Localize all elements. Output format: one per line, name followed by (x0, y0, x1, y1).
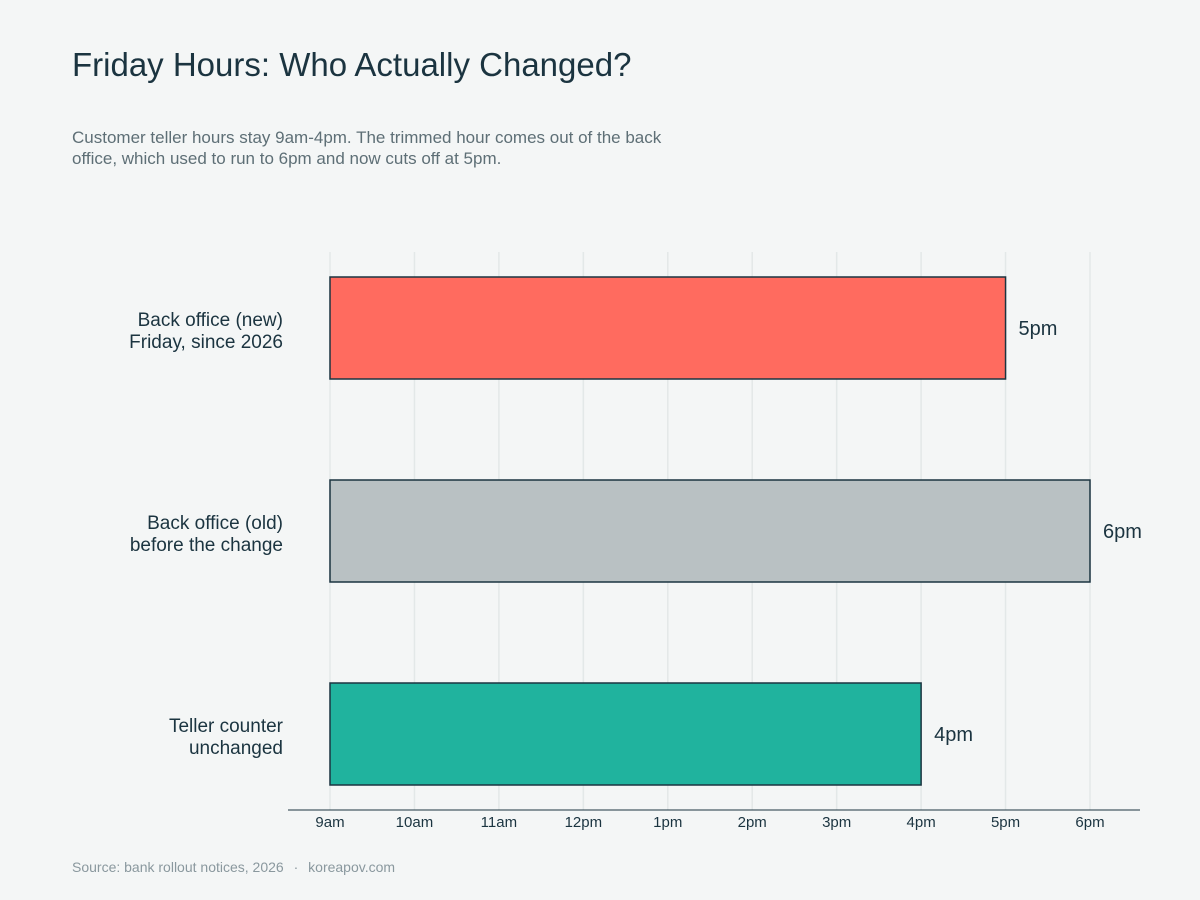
x-tick-label: 9am (315, 814, 344, 831)
bars: 5pm 6pm 4pm (329, 276, 1142, 786)
x-tick-label: 12pm (565, 814, 603, 831)
x-tick-label: 5pm (991, 814, 1020, 831)
category-label: Teller counter (169, 716, 284, 737)
chart-subtitle: Customer teller hours stay 9am-4pm. The … (72, 128, 662, 168)
category-labels: Back office (new)Friday, since 2026 Back … (129, 310, 284, 759)
source-separator: · (293, 859, 299, 875)
bar-value-label: 5pm (1019, 318, 1058, 340)
category-sublabel: unchanged (189, 738, 283, 759)
x-tick-label: 10am (396, 814, 434, 831)
x-tick-label: 11am (481, 814, 517, 831)
bar (329, 682, 922, 786)
bar (329, 479, 1091, 583)
x-tick-label: 6pm (1075, 814, 1104, 831)
bar-value-label: 6pm (1103, 521, 1142, 543)
category-sublabel: before the change (130, 535, 283, 556)
source-note: Source: bank rollout notices, 2026 · kor… (72, 859, 395, 875)
bar (329, 276, 1007, 380)
bar-value-label: 4pm (934, 724, 973, 746)
category-label: Back office (new) (138, 310, 283, 331)
x-tick-label: 2pm (738, 814, 767, 831)
source-site: koreapov.com (308, 859, 396, 875)
x-tick-label: 1pm (653, 814, 682, 831)
x-tick-label: 4pm (907, 814, 936, 831)
category-label: Back office (old) (147, 513, 283, 534)
x-axis: 9am 10am 11am 12pm 1pm 2pm 3pm 4pm 5pm 6pm (288, 809, 1140, 831)
category-sublabel: Friday, since 2026 (129, 332, 283, 353)
source-text: Source: bank rollout notices, 2026 (72, 859, 284, 875)
x-tick-label: 3pm (822, 814, 851, 831)
page-title: Friday Hours: Who Actually Changed? (72, 46, 632, 83)
